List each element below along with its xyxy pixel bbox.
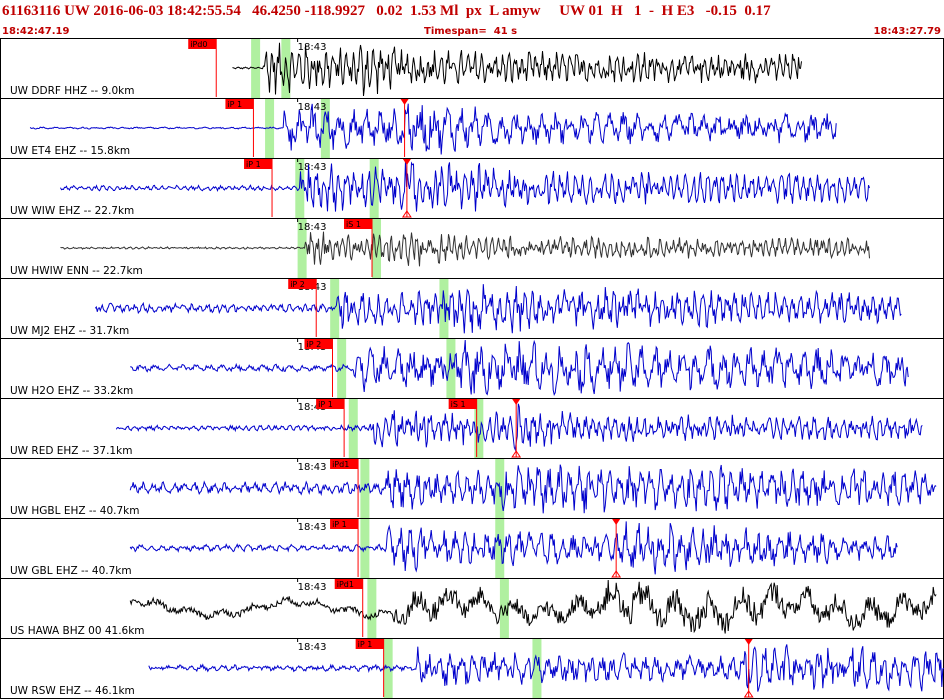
waveform-trace [148, 644, 944, 692]
channel-row[interactable]: 18:43 iP 1 UW RSW EHZ -- 46.1km [0, 638, 944, 699]
picking-window [383, 639, 393, 698]
picking-window [372, 219, 382, 278]
phase-pick-flag[interactable] [304, 339, 333, 349]
waveform-trace [130, 339, 909, 397]
channel-label: UW MJ2 EHZ -- 31.7km [10, 325, 129, 337]
waveform-trace [129, 521, 898, 575]
waveform-trace [129, 464, 937, 514]
phase-pick-flag[interactable] [244, 159, 273, 169]
waveform-trace [29, 103, 837, 155]
phase-pick-label: iP 1 [332, 520, 347, 529]
waveform-trace [232, 42, 802, 97]
pick-marker-up [611, 570, 622, 578]
picking-window [532, 639, 542, 698]
picking-window [281, 39, 291, 98]
pick-marker-up [511, 450, 522, 458]
phase-pick-label: iP 2 [306, 340, 321, 349]
minute-tick-label: 18:43 [298, 642, 327, 653]
phase-pick-flag[interactable] [288, 279, 317, 289]
waveform-trace [60, 159, 870, 212]
channel-label: UW WIW EHZ -- 22.7km [10, 205, 134, 217]
pick-marker-down [400, 99, 409, 105]
picking-window [474, 399, 484, 458]
picking-window [439, 279, 449, 338]
channel-row[interactable]: 18:43 iP 1 UW GBL EHZ -- 40.7km [0, 518, 944, 579]
phase-pick-label: iPd1 [332, 460, 349, 469]
phase-pick-flag[interactable] [344, 219, 373, 229]
channel-label: UW H2O EHZ -- 33.2km [10, 385, 133, 397]
channel-label: UW HWIW ENN -- 22.7km [10, 265, 143, 277]
channel-label: UW ET4 EHZ -- 15.8km [10, 145, 130, 157]
phase-pick-flag[interactable] [225, 99, 254, 109]
timespan: Timespan= 41 s [424, 26, 518, 37]
channel-row[interactable]: 18:43 iS 1 UW HWIW ENN -- 22.7km [0, 218, 944, 279]
phase-pick-label: iS 1 [346, 220, 361, 229]
end-time: 18:43:27.79 [873, 26, 941, 37]
phase-pick-flag[interactable] [330, 459, 359, 469]
minute-tick-label: 18:43 [298, 162, 327, 173]
minute-tick-label: 18:43 [298, 402, 327, 413]
channel-label: UW HGBL EHZ -- 40.7km [10, 505, 140, 517]
channel-label: US HAWA BHZ 00 41.6km [10, 625, 145, 637]
phase-pick-flag[interactable] [316, 399, 345, 409]
phase-pick-flag[interactable] [334, 579, 363, 589]
event-header: 61163116 UW 2016-06-03 18:42:55.54 46.42… [0, 0, 944, 38]
channel-row[interactable]: 18:43 iPd1 US HAWA BHZ 00 41.6km [0, 578, 944, 639]
phase-pick-label: iS 1 [451, 400, 466, 409]
pick-marker-up [743, 690, 754, 698]
pick-marker-down [744, 639, 753, 645]
pick-marker-down [402, 159, 411, 165]
channel-frame [0, 458, 944, 519]
picking-window [265, 99, 275, 158]
phase-pick-label: iP 1 [246, 160, 261, 169]
waveform-trace [115, 403, 923, 452]
event-summary: 61163116 UW 2016-06-03 18:42:55.54 46.42… [2, 3, 771, 19]
phase-pick-flag[interactable] [355, 639, 384, 649]
phase-pick-label: iP 1 [318, 400, 333, 409]
pick-marker-up [401, 210, 412, 218]
pick-marker-down [612, 519, 621, 525]
minute-tick-label: 18:43 [298, 462, 327, 473]
minute-tick-label: 18:43 [298, 522, 327, 533]
channel-label: UW DDRF HHZ -- 9.0km [10, 85, 135, 97]
phase-pick-label: iP 2 [290, 280, 305, 289]
start-time: 18:42:47.19 [2, 26, 70, 37]
phase-pick-label: iPd0 [190, 40, 207, 49]
channel-row[interactable]: 18:43 iP 1 UW WIW EHZ -- 22.7km [0, 158, 944, 219]
phase-pick-flag[interactable] [448, 399, 477, 409]
phase-pick-label: iP 1 [227, 100, 242, 109]
waveform-trace [94, 284, 902, 334]
waveform-trace [129, 579, 937, 634]
phase-pick-label: iP 1 [358, 640, 373, 649]
minute-tick-label: 18:43 [298, 582, 327, 593]
phase-pick-flag[interactable] [330, 519, 359, 529]
phase-pick-label: iPd1 [337, 580, 354, 589]
phase-pick-flag[interactable] [188, 39, 217, 49]
pick-marker-down [512, 399, 521, 405]
channel-label: UW GBL EHZ -- 40.7km [10, 565, 132, 577]
channel-row[interactable]: 18:43 iPd1 UW HGBL EHZ -- 40.7km [0, 458, 944, 519]
channel-row[interactable]: 18:43 iPd0 UW DDRF HHZ -- 9.0km [0, 38, 944, 99]
channel-label: UW RED EHZ -- 37.1km [10, 445, 132, 457]
minute-tick-label: 18:43 [298, 222, 327, 233]
minute-tick-label: 18:43 [298, 42, 327, 53]
picking-window [446, 339, 456, 398]
waveform-trace [60, 231, 870, 267]
picking-window [320, 99, 330, 158]
channel-label: UW RSW EHZ -- 46.1km [10, 685, 135, 697]
picking-window [367, 579, 377, 638]
picking-window [495, 519, 505, 578]
